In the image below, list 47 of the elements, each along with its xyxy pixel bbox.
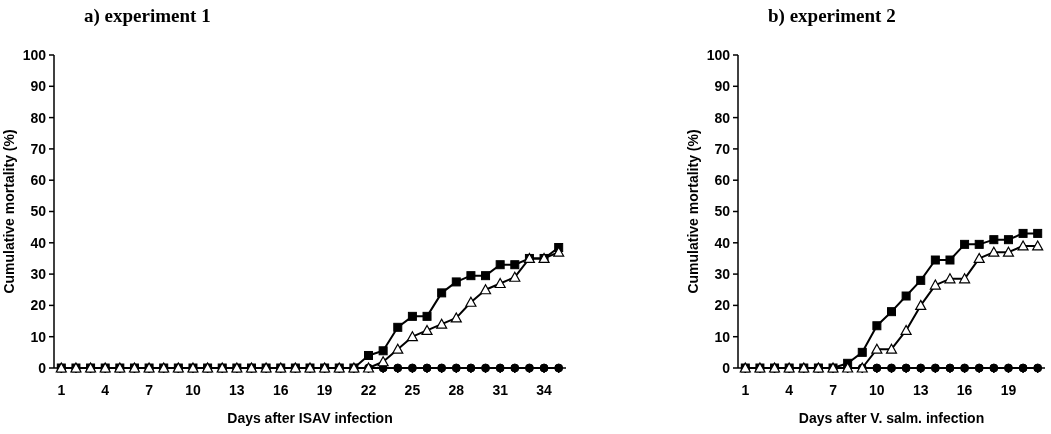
x-tick-label: 22 <box>360 382 377 398</box>
y-tick-label: 0 <box>722 359 731 376</box>
y-tick-label: 30 <box>714 266 731 282</box>
x-tick-label: 4 <box>785 382 794 398</box>
y-axis-title: Cumulative mortality (%) <box>685 129 701 294</box>
y-tick-label: 90 <box>30 78 47 95</box>
x-tick-label: 13 <box>912 382 929 398</box>
x-tick-label: 16 <box>272 382 289 398</box>
y-tick-label: 50 <box>714 203 731 220</box>
x-tick-label: 34 <box>536 382 553 398</box>
x-tick-label: 13 <box>229 382 245 398</box>
x-tick-label: 1 <box>57 382 66 398</box>
y-tick-label: 100 <box>706 46 731 63</box>
x-tick-label: 28 <box>448 382 465 398</box>
x-tick-label: 19 <box>1000 382 1017 398</box>
chart-title: b) experiment 2 <box>768 5 896 27</box>
y-tick-label: 30 <box>30 266 47 282</box>
x-tick-label: 1 <box>741 382 750 398</box>
y-tick-label: 20 <box>714 297 731 314</box>
y-tick-label: 20 <box>30 297 47 314</box>
x-tick-label: 25 <box>404 382 421 398</box>
y-tick-label: 40 <box>30 234 47 251</box>
x-axis-title: Days after ISAV infection <box>227 410 393 426</box>
chart-title: a) experiment 1 <box>84 5 211 27</box>
y-axis-title: Cumulative mortality (%) <box>1 129 17 294</box>
x-tick-label: 4 <box>101 382 110 398</box>
y-tick-label: 0 <box>38 359 47 376</box>
y-tick-label: 60 <box>714 172 731 189</box>
y-tick-label: 100 <box>22 46 47 63</box>
y-tick-label: 50 <box>30 203 47 220</box>
x-tick-label: 10 <box>869 382 885 398</box>
y-tick-label: 10 <box>30 328 47 345</box>
y-tick-label: 70 <box>714 140 731 157</box>
x-tick-label: 16 <box>956 382 973 398</box>
y-tick-label: 60 <box>30 172 47 189</box>
y-tick-label: 10 <box>714 328 731 345</box>
x-tick-label: 31 <box>492 382 509 398</box>
y-tick-label: 80 <box>714 109 731 126</box>
y-tick-label: 40 <box>714 234 731 251</box>
x-tick-label: 19 <box>316 382 333 398</box>
x-axis-title: Days after V. salm. infection <box>798 410 985 426</box>
x-tick-label: 7 <box>829 382 838 398</box>
y-tick-label: 80 <box>30 109 47 126</box>
y-tick-label: 90 <box>714 78 731 95</box>
y-tick-label: 70 <box>30 140 47 157</box>
x-tick-label: 7 <box>145 382 154 398</box>
x-tick-label: 10 <box>185 382 201 398</box>
